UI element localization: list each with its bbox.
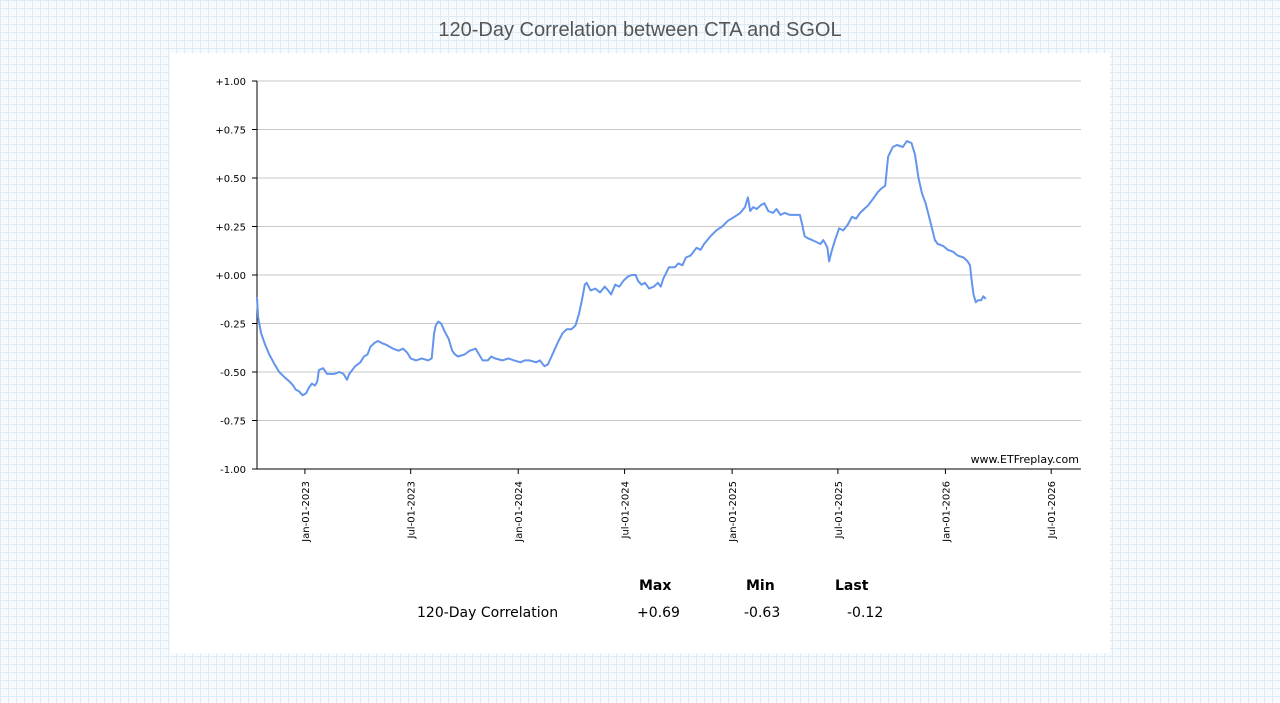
page-title: 120-Day Correlation between CTA and SGOL <box>438 19 842 41</box>
stats-header-min: Min <box>746 578 775 594</box>
y-tick-label: -0.50 <box>220 368 246 379</box>
y-tick-label: +0.50 <box>215 174 246 185</box>
stats-value-last: -0.12 <box>847 605 884 621</box>
x-tick-label: Jul-01-2026 <box>1047 481 1058 539</box>
stats-value-min: -0.63 <box>744 605 781 621</box>
correlation-chart: +1.00 +0.75 +0.50 +0.25 +0.00 -0.25 -0.50 -0.75… <box>215 77 1081 543</box>
chart-panel: +1.00 +0.75 +0.50 +0.25 +0.00 -0.25 -0.50 -0.75… <box>170 53 1110 653</box>
series-line <box>256 140 987 397</box>
y-tick-label: +0.75 <box>215 126 246 137</box>
stats-header-max: Max <box>639 578 672 594</box>
x-tick-label: Jan-01-2024 <box>514 481 525 543</box>
y-tick-label: -0.25 <box>220 320 246 331</box>
x-tick-label: Jul-01-2025 <box>834 481 845 539</box>
stats-header-last: Last <box>835 578 869 594</box>
y-tick-label: +0.00 <box>215 271 246 282</box>
y-tick-label: +1.00 <box>215 77 246 88</box>
x-tick-label: Jul-01-2023 <box>407 481 418 539</box>
stats-row-label: 120-Day Correlation <box>417 605 559 621</box>
x-tick-label: Jan-01-2023 <box>301 481 312 543</box>
stats-value-max: +0.69 <box>637 605 680 621</box>
y-tick-label: -0.75 <box>220 417 246 428</box>
x-tick-label: Jan-01-2025 <box>728 481 739 543</box>
watermark-text: www.ETFreplay.com <box>971 453 1079 466</box>
x-tick-label: Jan-01-2026 <box>941 481 952 543</box>
y-tick-label: +0.25 <box>215 223 246 234</box>
y-tick-label: -1.00 <box>220 465 246 476</box>
x-tick-label: Jul-01-2024 <box>621 481 632 539</box>
